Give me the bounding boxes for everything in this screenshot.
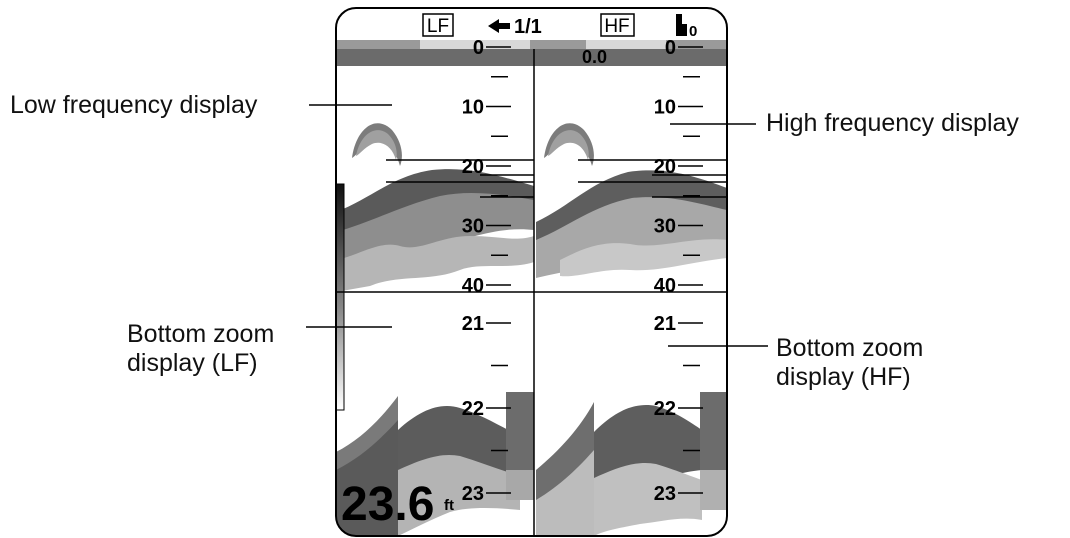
lf-upper-scale-label: 40 (462, 275, 484, 297)
left-arrow-icon (488, 19, 510, 33)
callout-zoom-lf-line2: display (LF) (127, 349, 258, 377)
hf-zoom-scale-label: 22 (654, 398, 676, 420)
hf-zoom-scale-label: 23 (654, 483, 676, 505)
lf-label: LF (427, 16, 449, 37)
depth-readout: 23.6 (341, 478, 434, 531)
lf-zoom-scale-label: 21 (462, 313, 484, 335)
page-indicator: 1/1 (514, 16, 542, 38)
hf-upper-scale-label: 30 (654, 216, 676, 238)
callout-zoom-lf: Bottom zoom display (LF) (127, 320, 274, 378)
status-bar (336, 49, 727, 66)
lf-zoom-scale-label: 22 (462, 398, 484, 420)
callout-high-frequency: High frequency display (766, 109, 1019, 138)
hf-upper-scale-label: 0 (665, 37, 676, 59)
lf-upper-scale-label: 30 (462, 216, 484, 238)
draft-value: 0.0 (582, 47, 607, 67)
status-band-highlight-hf (586, 40, 666, 49)
lf-upper-echo (336, 123, 534, 292)
color-bar (336, 183, 345, 411)
echogram-screen (336, 40, 727, 536)
lf-zoom-scale-label: 23 (462, 483, 484, 505)
hf-label-box (600, 13, 635, 37)
hf-upper-scale-label: 40 (654, 275, 676, 297)
hf-label: HF (604, 16, 629, 37)
lf-upper-scale-label: 10 (462, 97, 484, 119)
hf-upper-scale-label: 20 (654, 156, 676, 178)
lf-label-box (422, 13, 454, 37)
header: LF 1/1 HF 0 (422, 13, 697, 40)
callout-low-frequency-text: Low frequency display (10, 91, 258, 119)
corner-value: 0 (689, 23, 697, 40)
lf-zoom-echo (336, 392, 534, 536)
depth-scales: 0 10 20 30 40 0 10 20 30 40 21 22 23 21 22 23 (462, 37, 703, 505)
status-band-top (336, 40, 727, 49)
hf-zoom-echo (536, 392, 727, 536)
stepped-bars-icon (676, 14, 687, 36)
callout-zoom-hf-line1: Bottom zoom (776, 334, 924, 362)
hf-zoom-scale-label: 21 (654, 313, 676, 335)
hf-upper-echo (536, 123, 727, 278)
status-band-highlight-lf (420, 40, 530, 49)
screen-frame (335, 7, 728, 537)
callout-low-frequency: Low frequency display (10, 91, 257, 120)
callout-high-frequency-text: High frequency display (766, 109, 1019, 137)
lf-upper-scale-label: 0 (473, 37, 484, 59)
callout-zoom-hf: Bottom zoom display (HF) (776, 334, 923, 392)
hf-upper-scale-label: 10 (654, 97, 676, 119)
lf-upper-scale-label: 20 (462, 156, 484, 178)
depth-unit: ft (444, 497, 454, 514)
callout-zoom-lf-line1: Bottom zoom (127, 320, 275, 348)
callout-zoom-hf-line2: display (HF) (776, 363, 911, 391)
